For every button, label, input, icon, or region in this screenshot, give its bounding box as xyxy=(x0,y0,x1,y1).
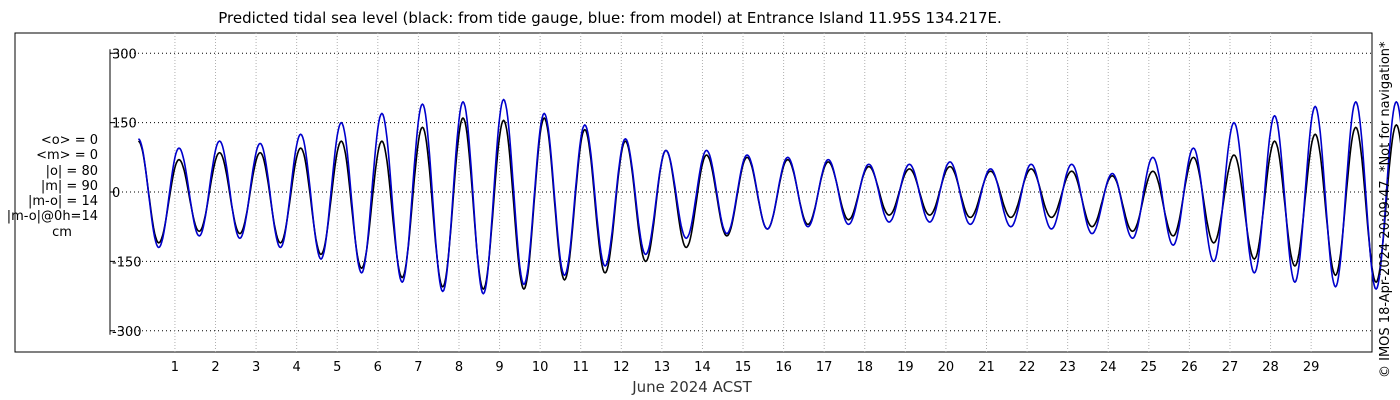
outer-frame xyxy=(14,32,1373,353)
stat-abs-difference: |m-o| = 14 xyxy=(27,194,98,210)
x-tick-label: 23 xyxy=(1059,360,1076,375)
stat-unit: cm xyxy=(52,224,72,240)
x-tick-label: 8 xyxy=(455,360,463,375)
stat-abs-observed: |o| = 80 xyxy=(45,163,98,179)
x-tick-label: 5 xyxy=(333,360,341,375)
x-tick-label: 1 xyxy=(171,360,179,375)
chart-title: Predicted tidal sea level (black: from t… xyxy=(218,9,1002,27)
x-tick-label: 19 xyxy=(897,360,914,375)
y-tick-label: 300 xyxy=(112,47,137,62)
series xyxy=(137,98,1400,295)
x-tick-label: 15 xyxy=(735,360,752,375)
model-series-line xyxy=(137,98,1400,295)
stat-abs-model: |m| = 90 xyxy=(40,178,98,194)
x-tick-label: 20 xyxy=(938,360,955,375)
x-tick-label: 14 xyxy=(694,360,711,375)
x-tick-label: 7 xyxy=(414,360,422,375)
x-tick-label: 24 xyxy=(1100,360,1117,375)
statistics-panel: <o> = 0 <m> = 0 |o| = 80 |m| = 90 |m-o| … xyxy=(6,133,98,240)
x-tick-label: 16 xyxy=(775,360,792,375)
x-tick-label: 25 xyxy=(1141,360,1158,375)
stat-mean-observed: <o> = 0 xyxy=(40,133,98,148)
x-tick-label: 22 xyxy=(1019,360,1036,375)
x-tick-label: 18 xyxy=(856,360,873,375)
x-tick-label: 17 xyxy=(816,360,833,375)
x-axis-label: June 2024 ACST xyxy=(631,378,752,396)
x-tick-label: 3 xyxy=(252,360,260,375)
y-tick-label: 150 xyxy=(112,117,137,132)
x-tick-label: 2 xyxy=(211,360,219,375)
y-tick-label: -150 xyxy=(112,255,142,270)
copyright-watermark: © IMOS 18-Apr-2024 20:09:47. *Not for na… xyxy=(1378,41,1393,378)
x-tick-label: 26 xyxy=(1181,360,1198,375)
x-tick-label: 21 xyxy=(978,360,995,375)
x-tick-label: 28 xyxy=(1262,360,1279,375)
x-tick-label: 10 xyxy=(532,360,549,375)
y-tick-label: 0 xyxy=(112,186,120,201)
x-tick-label: 4 xyxy=(293,360,301,375)
x-tick-label: 29 xyxy=(1303,360,1320,375)
x-tick-label: 12 xyxy=(613,360,630,375)
x-tick-label: 6 xyxy=(374,360,382,375)
y-tick-label: -300 xyxy=(112,325,142,340)
x-tick-label: 9 xyxy=(495,360,503,375)
stat-abs-difference-0h: |m-o|@0h=14 xyxy=(6,209,98,225)
x-tick-label: 13 xyxy=(654,360,671,375)
grid xyxy=(110,33,1372,352)
x-tick-label: 11 xyxy=(572,360,589,375)
stat-mean-model: <m> = 0 xyxy=(36,148,98,164)
tide-gauge-series-line xyxy=(137,117,1400,290)
x-tick-label: 27 xyxy=(1222,360,1239,375)
